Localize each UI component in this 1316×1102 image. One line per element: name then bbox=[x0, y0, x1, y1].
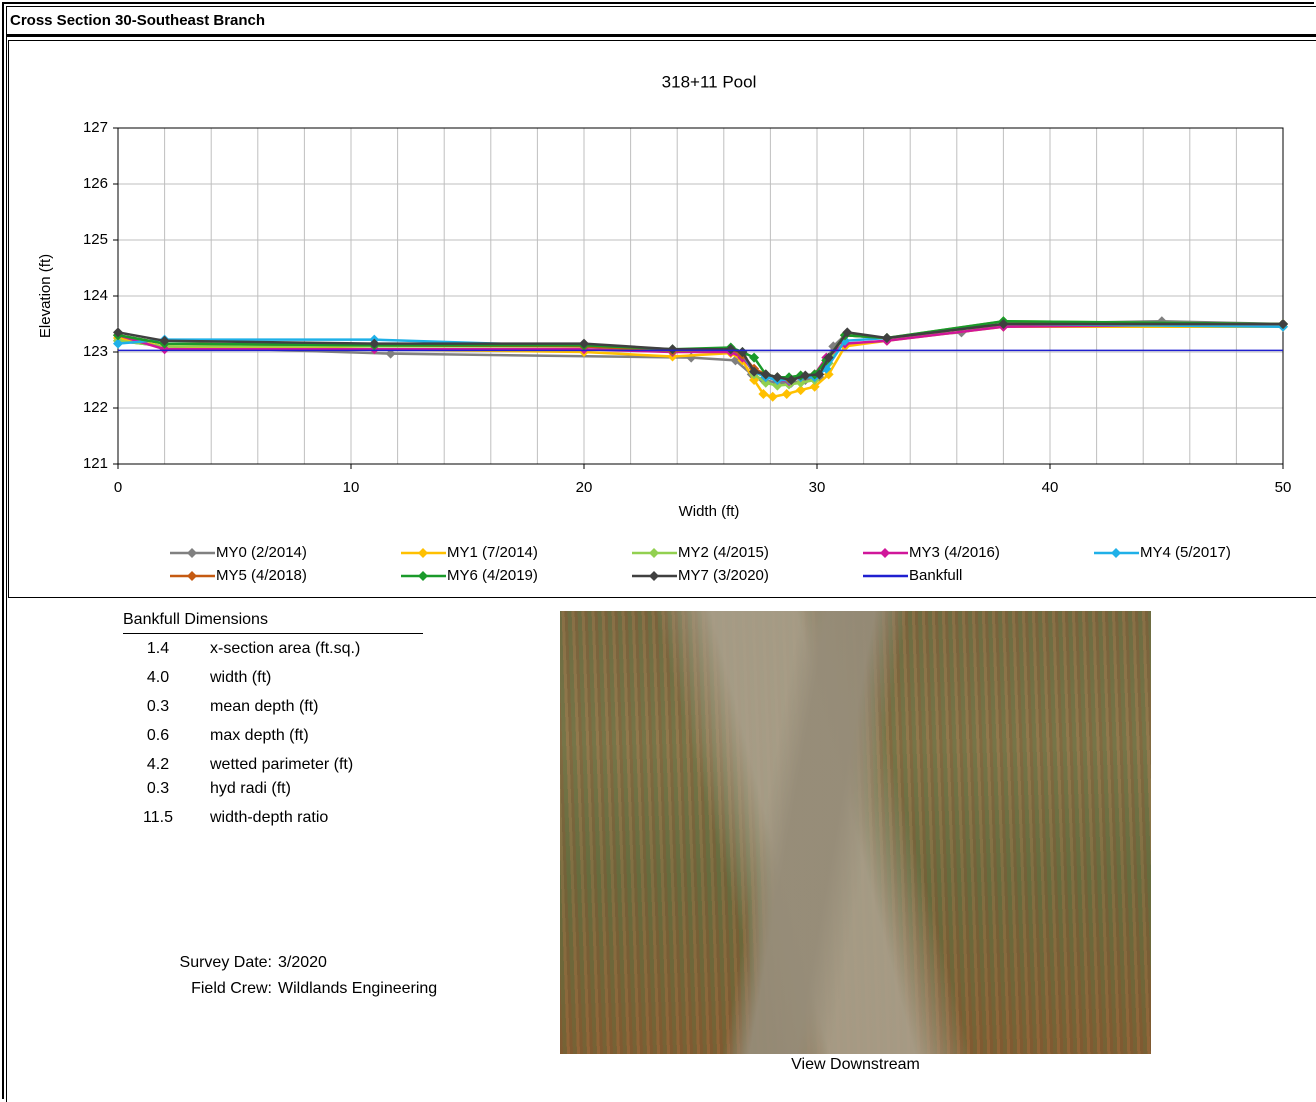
legend-marker bbox=[880, 548, 890, 558]
table-value: 0.6 bbox=[128, 727, 188, 745]
y-tick-label: 124 bbox=[83, 287, 108, 304]
legend-marker bbox=[418, 548, 428, 558]
legend-label: MY3 (4/2016) bbox=[909, 544, 1000, 561]
y-tick-label: 125 bbox=[83, 231, 108, 248]
header-rule bbox=[6, 34, 1316, 37]
table-value: 0.3 bbox=[128, 780, 188, 798]
legend-label: MY7 (3/2020) bbox=[678, 567, 769, 584]
legend-marker bbox=[418, 571, 428, 581]
table-value: 0.3 bbox=[128, 698, 188, 716]
table-value: 1.4 bbox=[128, 640, 188, 658]
chart-border bbox=[9, 41, 1316, 598]
chart: 318+11 Pool Width (ft) Elevation (ft) 12… bbox=[8, 40, 1316, 600]
chart-title: 318+11 Pool bbox=[662, 72, 757, 91]
series-line bbox=[118, 327, 1283, 397]
field-crew: Wildlands Engineering bbox=[278, 980, 437, 998]
legend-label: MY6 (4/2019) bbox=[447, 567, 538, 584]
table-label: width-depth ratio bbox=[210, 809, 328, 827]
photo bbox=[560, 611, 1151, 1054]
table-value: 4.0 bbox=[128, 669, 188, 687]
legend-label: Bankfull bbox=[909, 567, 962, 584]
x-tick-label: 0 bbox=[114, 479, 122, 496]
x-tick-label: 50 bbox=[1275, 479, 1292, 496]
table-title: Bankfull Dimensions bbox=[123, 611, 268, 629]
x-tick-label: 20 bbox=[576, 479, 593, 496]
legend-label: MY4 (5/2017) bbox=[1140, 544, 1231, 561]
legend-label: MY5 (4/2018) bbox=[216, 567, 307, 584]
y-tick-label: 126 bbox=[83, 175, 108, 192]
series-line bbox=[118, 324, 1283, 381]
legend-label: MY1 (7/2014) bbox=[447, 544, 538, 561]
survey-date-label: Survey Date: bbox=[180, 954, 272, 972]
y-tick-label: 123 bbox=[83, 343, 108, 360]
legend-marker bbox=[649, 571, 659, 581]
table-label: wetted parimeter (ft) bbox=[210, 756, 353, 774]
marker bbox=[768, 392, 778, 402]
table-rule bbox=[123, 633, 423, 634]
survey-date: 3/2020 bbox=[278, 954, 327, 972]
y-tick-label: 127 bbox=[83, 119, 108, 136]
table-value: 4.2 bbox=[128, 756, 188, 774]
header-title: Cross Section 30-Southeast Branch bbox=[10, 12, 265, 29]
x-tick-label: 10 bbox=[343, 479, 360, 496]
legend-label: MY2 (4/2015) bbox=[678, 544, 769, 561]
table-label: mean depth (ft) bbox=[210, 698, 319, 716]
legend-label: MY0 (2/2014) bbox=[216, 544, 307, 561]
x-tick-label: 30 bbox=[809, 479, 826, 496]
x-axis-label: Width (ft) bbox=[679, 503, 740, 520]
legend-marker bbox=[187, 571, 197, 581]
y-tick-label: 121 bbox=[83, 455, 108, 472]
table-label: max depth (ft) bbox=[210, 727, 309, 745]
table-label: x-section area (ft.sq.) bbox=[210, 640, 360, 658]
table-label: width (ft) bbox=[210, 669, 271, 687]
legend-marker bbox=[1111, 548, 1121, 558]
legend-marker bbox=[187, 548, 197, 558]
table-label: hyd radi (ft) bbox=[210, 780, 291, 798]
marker bbox=[782, 389, 792, 399]
table-value: 11.5 bbox=[128, 809, 188, 827]
y-axis-label: Elevation (ft) bbox=[37, 254, 54, 338]
field-crew-label: Field Crew: bbox=[191, 980, 272, 998]
x-tick-label: 40 bbox=[1042, 479, 1059, 496]
series-line bbox=[118, 321, 1283, 385]
photo-caption: View Downstream bbox=[560, 1056, 1151, 1074]
y-tick-label: 122 bbox=[83, 399, 108, 416]
legend-marker bbox=[649, 548, 659, 558]
